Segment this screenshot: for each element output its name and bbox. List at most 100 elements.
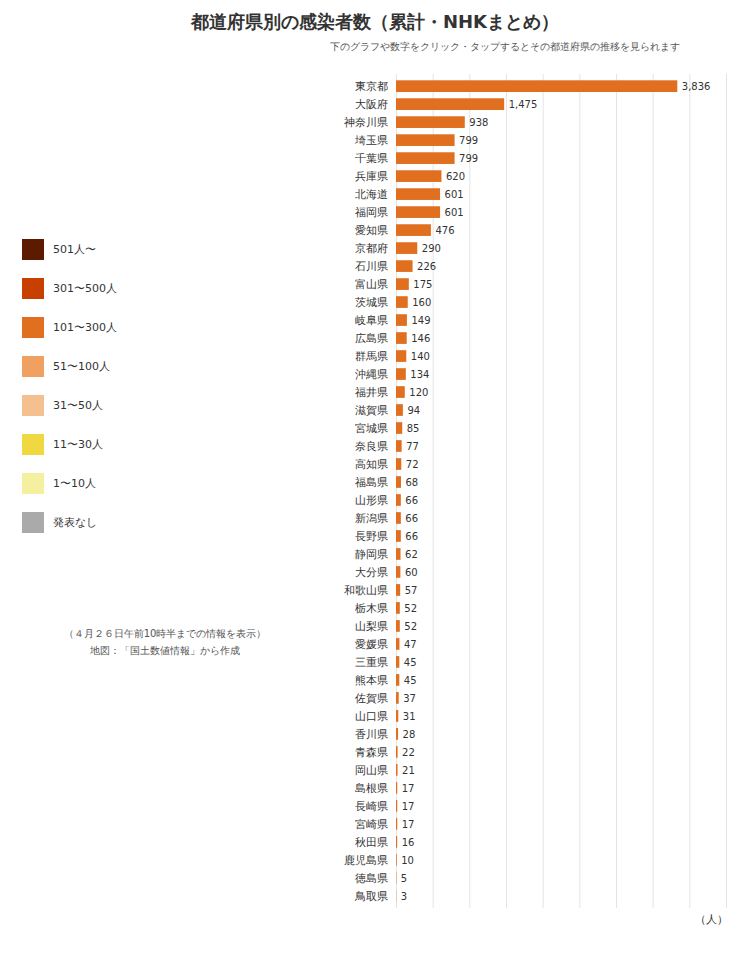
svg-text:和歌山県: 和歌山県 [344, 584, 388, 597]
svg-text:三重県: 三重県 [355, 656, 388, 669]
svg-text:長崎県: 長崎県 [355, 800, 388, 813]
svg-text:栃木県: 栃木県 [355, 602, 388, 615]
svg-text:175: 175 [413, 279, 432, 290]
svg-text:5: 5 [401, 873, 407, 884]
svg-text:宮城県: 宮城県 [355, 422, 388, 435]
svg-text:沖縄県: 沖縄県 [355, 368, 388, 381]
svg-text:長野県: 長野県 [355, 530, 388, 543]
svg-text:埼玉県: 埼玉県 [354, 134, 388, 147]
svg-text:31: 31 [403, 711, 416, 722]
svg-text:149: 149 [411, 315, 430, 326]
svg-text:28: 28 [403, 729, 416, 740]
svg-text:熊本県: 熊本県 [355, 674, 388, 687]
svg-text:17: 17 [402, 783, 415, 794]
svg-text:山形県: 山形県 [355, 494, 388, 507]
svg-text:茨城県: 茨城県 [355, 296, 388, 309]
svg-text:京都府: 京都府 [355, 242, 388, 255]
svg-text:島根県: 島根県 [355, 782, 388, 795]
svg-text:22: 22 [402, 747, 415, 758]
svg-text:47: 47 [404, 639, 417, 650]
svg-text:山口県: 山口県 [355, 710, 388, 723]
svg-text:大分県: 大分県 [355, 566, 388, 579]
svg-text:17: 17 [402, 801, 415, 812]
svg-text:160: 160 [412, 297, 431, 308]
svg-text:68: 68 [405, 477, 418, 488]
svg-text:57: 57 [405, 585, 418, 596]
svg-text:大阪府: 大阪府 [355, 98, 388, 111]
svg-text:66: 66 [405, 495, 418, 506]
svg-text:静岡県: 静岡県 [355, 548, 388, 561]
svg-text:1,475: 1,475 [509, 99, 538, 110]
svg-text:134: 134 [410, 369, 429, 380]
svg-text:938: 938 [469, 117, 488, 128]
svg-text:16: 16 [402, 837, 415, 848]
svg-text:鹿児島県: 鹿児島県 [344, 854, 388, 867]
svg-text:62: 62 [405, 549, 418, 560]
svg-text:兵庫県: 兵庫県 [355, 170, 388, 183]
html-text:11〜30人: 11〜30人 [53, 438, 103, 451]
html-text:31〜50人: 31〜50人 [53, 399, 103, 412]
svg-text:17: 17 [402, 819, 415, 830]
svg-text:52: 52 [404, 621, 417, 632]
svg-text:北海道: 北海道 [355, 188, 388, 201]
svg-text:福井県: 福井県 [355, 386, 388, 399]
svg-text:青森県: 青森県 [355, 746, 388, 759]
svg-text:岡山県: 岡山県 [355, 764, 388, 777]
svg-text:香川県: 香川県 [355, 728, 388, 741]
svg-text:85: 85 [407, 423, 420, 434]
svg-text:601: 601 [445, 207, 464, 218]
svg-text:52: 52 [404, 603, 417, 614]
svg-text:鳥取県: 鳥取県 [354, 890, 388, 903]
svg-text:新潟県: 新潟県 [355, 512, 388, 525]
svg-text:東京都: 東京都 [355, 80, 388, 93]
svg-text:宮崎県: 宮崎県 [355, 818, 388, 831]
html-text:1〜10人: 1〜10人 [53, 477, 96, 490]
svg-text:146: 146 [411, 333, 430, 344]
svg-text:620: 620 [446, 171, 465, 182]
svg-text:45: 45 [404, 675, 417, 686]
svg-text:10: 10 [401, 855, 414, 866]
svg-text:601: 601 [445, 189, 464, 200]
svg-text:広島県: 広島県 [355, 332, 388, 345]
svg-text:226: 226 [417, 261, 436, 272]
svg-text:秋田県: 秋田県 [355, 836, 388, 849]
html-text:301〜500人: 301〜500人 [53, 282, 117, 295]
svg-text:77: 77 [406, 441, 419, 452]
svg-text:3: 3 [401, 891, 407, 902]
svg-text:徳島県: 徳島県 [355, 872, 388, 885]
svg-text:愛媛県: 愛媛県 [355, 638, 388, 651]
svg-text:群馬県: 群馬県 [355, 350, 388, 363]
html-text:101〜300人: 101〜300人 [53, 321, 117, 334]
svg-text:神奈川県: 神奈川県 [344, 116, 388, 129]
svg-text:799: 799 [459, 135, 478, 146]
svg-text:120: 120 [409, 387, 428, 398]
svg-text:岐阜県: 岐阜県 [355, 314, 388, 327]
svg-text:476: 476 [435, 225, 454, 236]
svg-text:高知県: 高知県 [355, 458, 388, 471]
svg-text:66: 66 [405, 531, 418, 542]
svg-text:3,836: 3,836 [682, 81, 711, 92]
svg-text:山梨県: 山梨県 [355, 620, 388, 633]
svg-text:滋賀県: 滋賀県 [355, 404, 388, 417]
svg-text:66: 66 [405, 513, 418, 524]
html-text:501人〜: 501人〜 [53, 243, 96, 256]
svg-text:45: 45 [404, 657, 417, 668]
svg-text:140: 140 [411, 351, 430, 362]
svg-text:佐賀県: 佐賀県 [355, 692, 388, 705]
svg-text:21: 21 [402, 765, 415, 776]
svg-text:94: 94 [407, 405, 420, 416]
svg-text:福岡県: 福岡県 [355, 206, 388, 219]
svg-text:290: 290 [422, 243, 441, 254]
svg-text:72: 72 [406, 459, 419, 470]
html-text:都道府県別の感染者数（累計・NHKまとめ）: 都道府県別の感染者数（累計・NHKまとめ） [191, 11, 559, 32]
html-text:51〜100人: 51〜100人 [53, 360, 110, 373]
svg-text:799: 799 [459, 153, 478, 164]
svg-text:福島県: 福島県 [355, 476, 388, 489]
svg-text:60: 60 [405, 567, 418, 578]
svg-text:石川県: 石川県 [355, 260, 388, 273]
svg-text:千葉県: 千葉県 [355, 152, 388, 165]
svg-text:奈良県: 奈良県 [355, 440, 388, 453]
svg-text:37: 37 [403, 693, 416, 704]
svg-text:富山県: 富山県 [355, 278, 388, 291]
svg-text:愛知県: 愛知県 [355, 224, 388, 237]
